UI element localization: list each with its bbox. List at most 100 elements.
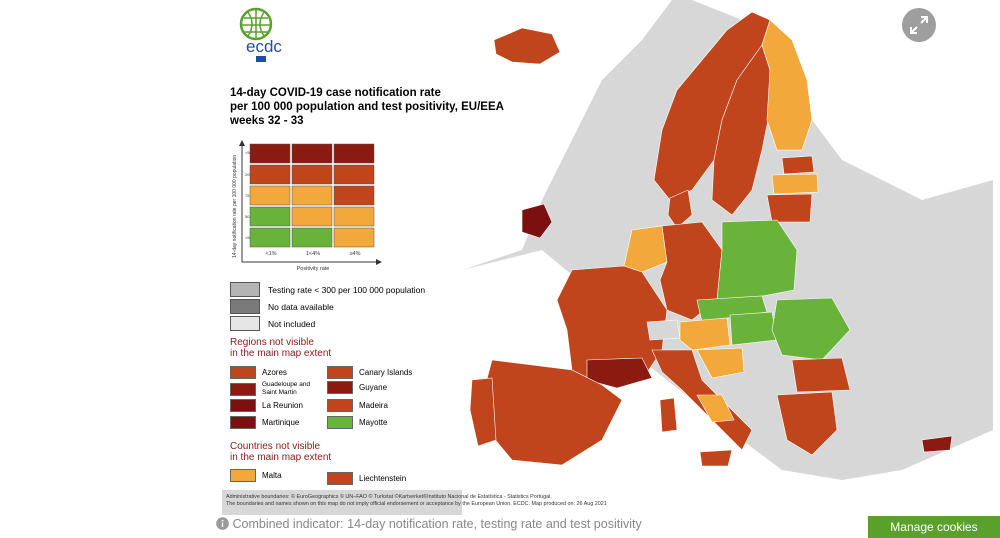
caption-text: Combined indicator: 14-day notification … — [232, 517, 642, 531]
matrix-cell — [333, 227, 375, 248]
legend-region-canary-islands: Canary Islands — [327, 366, 412, 379]
legend-swatch — [230, 366, 256, 379]
regions-heading: Regions not visible in the main map exte… — [230, 337, 331, 359]
matrix-cell — [249, 164, 291, 185]
island-sardinia — [659, 397, 678, 433]
country-ireland — [521, 203, 553, 239]
country-bulgaria — [791, 357, 851, 393]
legend-swatch — [327, 399, 353, 412]
matrix-cell — [249, 143, 291, 164]
map-caption: Combined indicator: 14-day notification … — [216, 517, 642, 531]
legend-swatch — [327, 416, 353, 429]
matrix-col-label: ≥4% — [350, 251, 361, 257]
europe-map — [462, 0, 993, 515]
manage-cookies-button[interactable]: Manage cookies — [868, 516, 1000, 538]
combined-indicator-matrix: 14-day notification rate per 100 000 pop… — [232, 140, 382, 272]
legend-swatch — [230, 316, 260, 331]
legend-label: La Reunion — [262, 400, 303, 410]
legend-swatch — [230, 382, 256, 396]
legend-region-mayotte: Mayotte — [327, 416, 387, 429]
matrix-cell — [249, 185, 291, 206]
matrix-cell — [291, 206, 333, 227]
map-title: 14-day COVID-19 case notification rate p… — [230, 86, 530, 128]
legend-region-guyane: Guyane — [327, 381, 387, 394]
title-line-2: per 100 000 population and test positivi… — [230, 101, 504, 113]
legend-swatch — [327, 366, 353, 379]
legend-label: Malta — [262, 470, 282, 480]
country-romania — [771, 297, 851, 361]
legend-label: Madeira — [359, 400, 388, 410]
country-latvia — [771, 173, 819, 195]
country-croatia — [696, 347, 745, 379]
legend-region-madeira: Madeira — [327, 399, 388, 412]
matrix-cell — [249, 206, 291, 227]
matrix-cell — [291, 143, 333, 164]
matrix-col-label: <1% — [265, 251, 276, 257]
matrix-x-axis-label: Positivity rate — [297, 266, 330, 272]
country-iceland — [493, 27, 561, 65]
country-sweden — [711, 44, 771, 216]
matrix-cell — [291, 164, 333, 185]
matrix-cell — [249, 227, 291, 248]
legend-label: Martinique — [262, 417, 300, 427]
legend-swatch — [230, 299, 260, 314]
country-switzerland — [646, 319, 681, 341]
island-cyprus — [921, 435, 953, 453]
legend-label: Guadeloupe and Saint Martin — [262, 381, 311, 396]
country-denmark — [667, 189, 693, 229]
legend-swatch — [230, 399, 256, 412]
legend-label: No data available — [268, 301, 334, 312]
regions-heading-line-2: in the main map extent — [230, 348, 332, 359]
legend-label: Liechtenstein — [359, 473, 407, 483]
matrix-cell — [333, 206, 375, 227]
matrix-cell — [291, 185, 333, 206]
legend-region-azores: Azores — [230, 366, 287, 379]
countries-heading-line-2: in the main map extent — [230, 452, 332, 463]
country-austria-slovenia — [679, 317, 731, 351]
legend-country-liechtenstein: Liechtenstein — [327, 472, 406, 485]
island-sicily — [699, 449, 733, 467]
country-greece — [776, 391, 838, 456]
legend-country-malta: Malta — [230, 469, 282, 482]
ecdc-logo: ecdc — [239, 7, 282, 62]
matrix-cells — [249, 143, 375, 248]
matrix-y-arrow — [239, 140, 245, 146]
fullscreen-button[interactable] — [902, 8, 936, 42]
legend-label: Mayotte — [359, 417, 388, 427]
legend-label: Testing rate < 300 per 100 000 populatio… — [268, 284, 426, 295]
matrix-cell — [291, 227, 333, 248]
matrix-row-label: <50 — [245, 235, 253, 240]
sea-north-atlantic — [462, 0, 672, 270]
legend-swatch — [327, 472, 353, 485]
region-italy-central — [696, 394, 735, 423]
legend-panel: ecdc 14-day COVID-19 case notification r… — [222, 0, 504, 490]
country-lithuania — [766, 193, 813, 223]
matrix-y-axis-label: 14-day notification rate per 100 000 pop… — [232, 155, 238, 258]
map-footer: Administrative boundaries: © EuroGeograp… — [226, 494, 607, 508]
legend-not-included: Not included — [230, 316, 315, 331]
legend-label: Not included — [268, 318, 316, 329]
matrix-cell — [333, 164, 375, 185]
country-netherlands-belgium — [623, 225, 668, 273]
countries-heading: Countries not visible in the main map ex… — [230, 441, 331, 463]
legend-testing-rate: Testing rate < 300 per 100 000 populatio… — [230, 282, 425, 297]
legend-no-data: No data available — [230, 299, 334, 314]
country-hungary — [729, 311, 778, 346]
legend-swatch — [230, 469, 256, 482]
footer-line-2: The boundaries and names shown on this m… — [226, 501, 607, 507]
legend-swatch — [230, 282, 260, 297]
legend-region-la-reunion: La Reunion — [230, 399, 303, 412]
map-frame[interactable]: ecdc 14-day COVID-19 case notification r… — [222, 0, 993, 515]
matrix-cell — [333, 185, 375, 206]
matrix-col-label: 1<4% — [306, 251, 320, 257]
regions-heading-line-1: Regions not visible — [230, 337, 314, 348]
legend-region-guadeloupe: Guadeloupe and Saint Martin — [230, 381, 322, 397]
country-portugal — [469, 377, 497, 447]
country-germany — [659, 221, 723, 321]
legend-region-martinique: Martinique — [230, 416, 299, 429]
country-czechia-slovakia — [696, 295, 768, 323]
countries-heading-line-1: Countries not visible — [230, 441, 321, 452]
legend-label: Guyane — [359, 382, 388, 392]
country-finland — [761, 19, 813, 151]
legend-swatch — [230, 416, 256, 429]
